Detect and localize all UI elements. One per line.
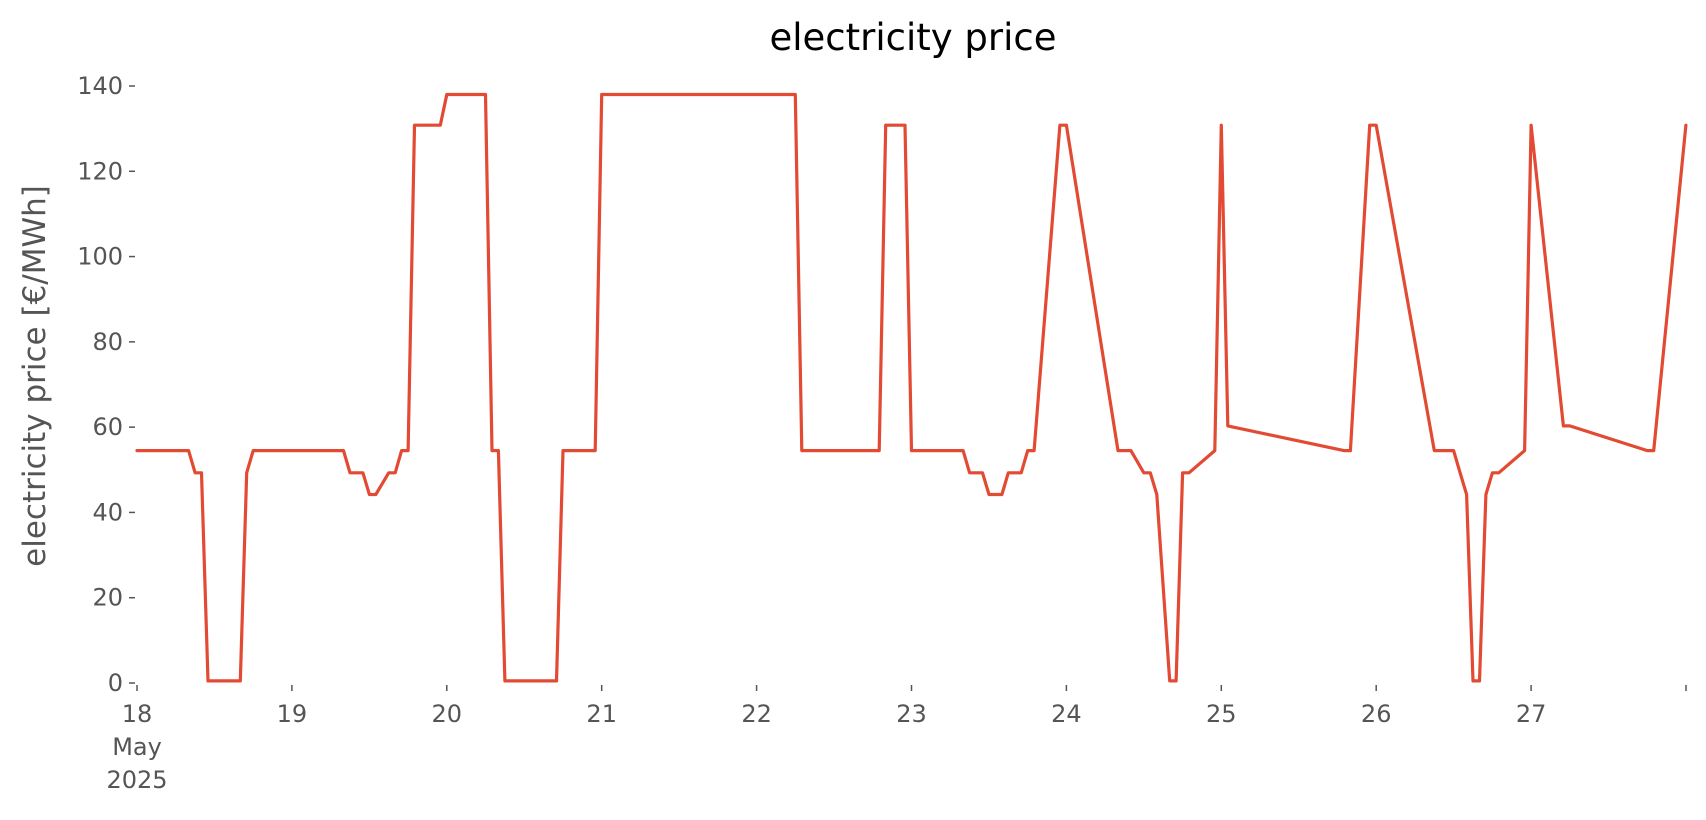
x-tick-label: 20 bbox=[432, 700, 463, 728]
x-tick-label: 18 May 2025 bbox=[106, 700, 167, 794]
y-tick-label: 140 bbox=[77, 72, 123, 100]
series-layer bbox=[135, 92, 1688, 683]
y-axis: 0 20 40 60 80 100 120 140 bbox=[77, 72, 135, 697]
x-tick-label: 25 bbox=[1206, 700, 1237, 728]
x-tick-label: 22 bbox=[741, 700, 772, 728]
x-tick-label: 26 bbox=[1361, 700, 1392, 728]
x-tick-label: 21 bbox=[586, 700, 617, 728]
chart-title: electricity price bbox=[769, 16, 1056, 59]
x-tick-label: 27 bbox=[1516, 700, 1547, 728]
x-tick-label: 24 bbox=[1051, 700, 1082, 728]
y-tick-label: 80 bbox=[92, 328, 123, 356]
y-tick-label: 120 bbox=[77, 157, 123, 185]
x-axis: 18 May 2025 19 20 21 22 23 24 25 26 27 bbox=[106, 685, 1687, 794]
y-tick-label: 20 bbox=[92, 584, 123, 612]
x-tick-label: 19 bbox=[277, 700, 308, 728]
y-axis-label: electricity price [€/MWh] bbox=[17, 185, 53, 567]
y-tick-label: 40 bbox=[92, 498, 123, 526]
y-tick-label: 60 bbox=[92, 413, 123, 441]
y-tick-label: 100 bbox=[77, 243, 123, 271]
x-tick-label: 23 bbox=[896, 700, 927, 728]
y-tick-label: 0 bbox=[108, 669, 123, 697]
series-line bbox=[135, 92, 1688, 683]
